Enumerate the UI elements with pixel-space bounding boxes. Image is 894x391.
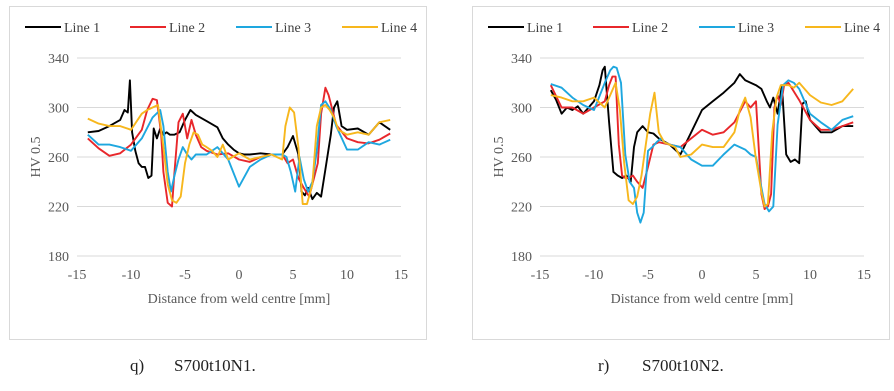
x-axis-label: Distance from weld centre [mm] bbox=[148, 292, 331, 307]
y-tick-label: 180 bbox=[48, 250, 69, 265]
legend-label: Line 4 bbox=[844, 21, 880, 36]
x-tick-label: 10 bbox=[803, 268, 817, 283]
x-tick-label: 15 bbox=[857, 268, 871, 283]
x-tick-label: -10 bbox=[585, 268, 604, 283]
caption-q-text: S700t10N1. bbox=[174, 356, 256, 375]
q-series-line-3 bbox=[87, 100, 391, 193]
y-tick-label: 340 bbox=[48, 52, 69, 67]
caption-r: r) S700t10N2. bbox=[598, 356, 724, 376]
y-tick-label: 180 bbox=[511, 250, 532, 265]
y-tick-label: 260 bbox=[511, 151, 532, 166]
legend-label: Line 1 bbox=[64, 21, 100, 36]
y-tick-label: 300 bbox=[511, 102, 532, 117]
legend-label: Line 1 bbox=[527, 21, 563, 36]
x-tick-label: -5 bbox=[642, 268, 654, 283]
legend-label: Line 3 bbox=[275, 21, 311, 36]
caption-q: q) S700t10N1. bbox=[130, 356, 256, 376]
r-series-line-1 bbox=[549, 65, 854, 183]
x-tick-label: 0 bbox=[236, 268, 243, 283]
r-series-line-3 bbox=[550, 65, 854, 224]
legend-label: Line 3 bbox=[738, 21, 774, 36]
y-tick-label: 340 bbox=[511, 52, 532, 67]
chart-q: 180 220 260 300 340 -15 -10 -5 0 5 10 15 Distance fr… bbox=[25, 21, 417, 307]
chart-panel-q: 180 220 260 300 340 -15 -10 -5 0 5 10 15 Distance fr… bbox=[9, 6, 427, 340]
r-series-line-2 bbox=[549, 75, 854, 210]
y-tick-label: 300 bbox=[48, 102, 69, 117]
chart-panel-r: 180 220 260 300 340 -15 -10 -5 0 5 10 15 Distance fr… bbox=[472, 6, 890, 340]
x-tick-label: -15 bbox=[531, 268, 550, 283]
q-series-line-4 bbox=[87, 104, 391, 205]
q-series-line-1 bbox=[87, 79, 391, 201]
y-tick-label: 260 bbox=[48, 151, 69, 166]
y-axis-label: HV 0.5 bbox=[29, 137, 44, 178]
x-tick-label: -15 bbox=[68, 268, 87, 283]
r-series-line-4 bbox=[550, 81, 854, 208]
y-tick-label: 220 bbox=[511, 201, 532, 216]
y-axis-label: HV 0.5 bbox=[492, 137, 507, 178]
legend-label: Line 2 bbox=[632, 21, 668, 36]
y-tick-label: 220 bbox=[48, 201, 69, 216]
x-tick-label: -10 bbox=[122, 268, 141, 283]
x-tick-label: 15 bbox=[394, 268, 408, 283]
legend-label: Line 4 bbox=[381, 21, 417, 36]
x-tick-label: 5 bbox=[290, 268, 297, 283]
caption-r-label: r) bbox=[598, 356, 610, 375]
caption-q-label: q) bbox=[130, 356, 145, 375]
x-axis-label: Distance from weld centre [mm] bbox=[611, 292, 794, 307]
x-tick-label: 5 bbox=[753, 268, 760, 283]
legend-label: Line 2 bbox=[169, 21, 205, 36]
x-tick-label: -5 bbox=[179, 268, 191, 283]
x-tick-label: 10 bbox=[340, 268, 354, 283]
chart-r: 180 220 260 300 340 -15 -10 -5 0 5 10 15 Distance fr… bbox=[488, 21, 880, 307]
x-tick-label: 0 bbox=[699, 268, 706, 283]
caption-r-text: S700t10N2. bbox=[642, 356, 724, 375]
